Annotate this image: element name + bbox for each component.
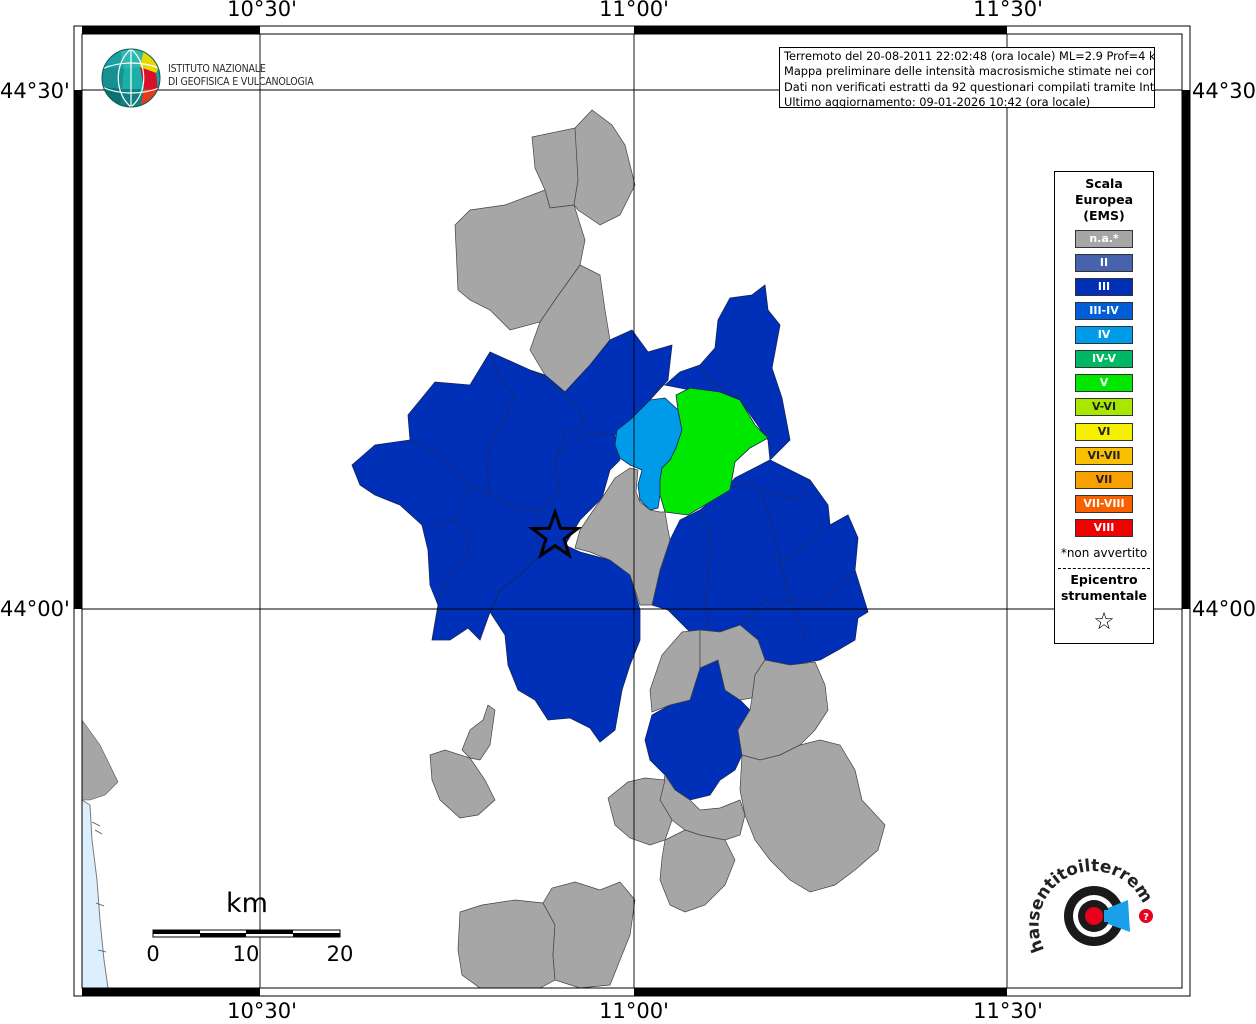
legend-swatch-III: III [1075,278,1133,296]
intensity-V-area [659,387,769,516]
left-axis-label-4400: 44°00' [0,597,70,621]
legend-swatch-II: II [1075,254,1133,272]
not-felt-centre [574,467,671,606]
map-frame [73,25,1191,997]
legend-swatch-V-VI: V-VI [1075,398,1133,416]
scale-tick-10: 10 [232,942,260,966]
logo-line-2: DI GEOFISICA E VULCANOLOGIA [168,76,314,88]
legend-not-felt-note: *non avvertito [1060,546,1148,560]
intensity-III-areas [351,284,869,801]
legend-swatch-VII-VIII: VII-VIII [1075,495,1133,513]
legend-swatch-na: n.a.* [1075,230,1133,248]
top-axis-label-1030: 10°30' [227,0,297,21]
municipal-boundaries [409,351,856,641]
bottom-axis-label-1130: 11°30' [973,999,1043,1023]
legend-swatch-III-IV: III-IV [1075,302,1133,320]
top-axis-label-1130: 11°30' [973,0,1043,21]
bottom-axis-label-1030: 10°30' [227,999,297,1023]
right-axis-label-4400: 44°00' [1192,597,1256,621]
top-axis-label-1100: 11°00' [599,0,669,21]
event-info-box: Terremoto del 20-08-2011 22:02:48 (ora l… [779,47,1155,108]
left-axis-label-4430: 44°30' [0,79,70,103]
event-info-line-4: Ultimo aggiornamento: 09-01-2026 10:42 (… [784,95,1091,108]
legend-swatch-VIII: VIII [1075,519,1133,537]
globe-icon [101,48,161,108]
legend-swatch-IV: IV [1075,326,1133,344]
legend-swatch-VII: VII [1075,471,1133,489]
ems-legend: Scala Europea (EMS) n.a.* II III III-IV … [1054,171,1154,644]
legend-swatch-V: V [1075,374,1133,392]
legend-star-icon: ☆ [1093,607,1115,635]
legend-epicentre-label: Epicentro strumentale [1060,572,1148,603]
epicentre-star [527,507,583,560]
not-felt-areas-south [429,624,886,989]
haisentito-logo: haisentitoilterremoto.it ? [1028,858,1156,955]
event-info-line-3: Dati non verificati estratti da 92 quest… [784,79,1155,94]
legend-separator [1058,568,1150,569]
scale-bar-graphic [152,929,341,938]
logo-line-1: ISTITUTO NAZIONALE [168,63,266,75]
ingv-logo: ISTITUTO NAZIONALE DI GEOFISICA E VULCAN… [100,47,330,111]
right-axis-label-4430: 44°30' [1192,79,1256,103]
scale-bar-unit: km [226,888,268,919]
event-info-line-1: Terremoto del 20-08-2011 22:02:48 (ora l… [784,49,1155,63]
not-felt-areas-north [454,109,636,393]
legend-swatch-IV-V: IV-V [1075,350,1133,368]
legend-swatch-VI-VII: VI-VII [1075,447,1133,465]
legend-title: Scala Europea (EMS) [1074,176,1134,223]
bottom-axis-label-1100: 11°00' [599,999,669,1023]
legend-swatch-VI: VI [1075,423,1133,441]
event-info-line-2: Mappa preliminare delle intensità macros… [784,64,1155,79]
scale-tick-20: 20 [326,942,354,966]
svg-text:?: ? [1143,912,1149,923]
scale-tick-0: 0 [146,942,160,966]
